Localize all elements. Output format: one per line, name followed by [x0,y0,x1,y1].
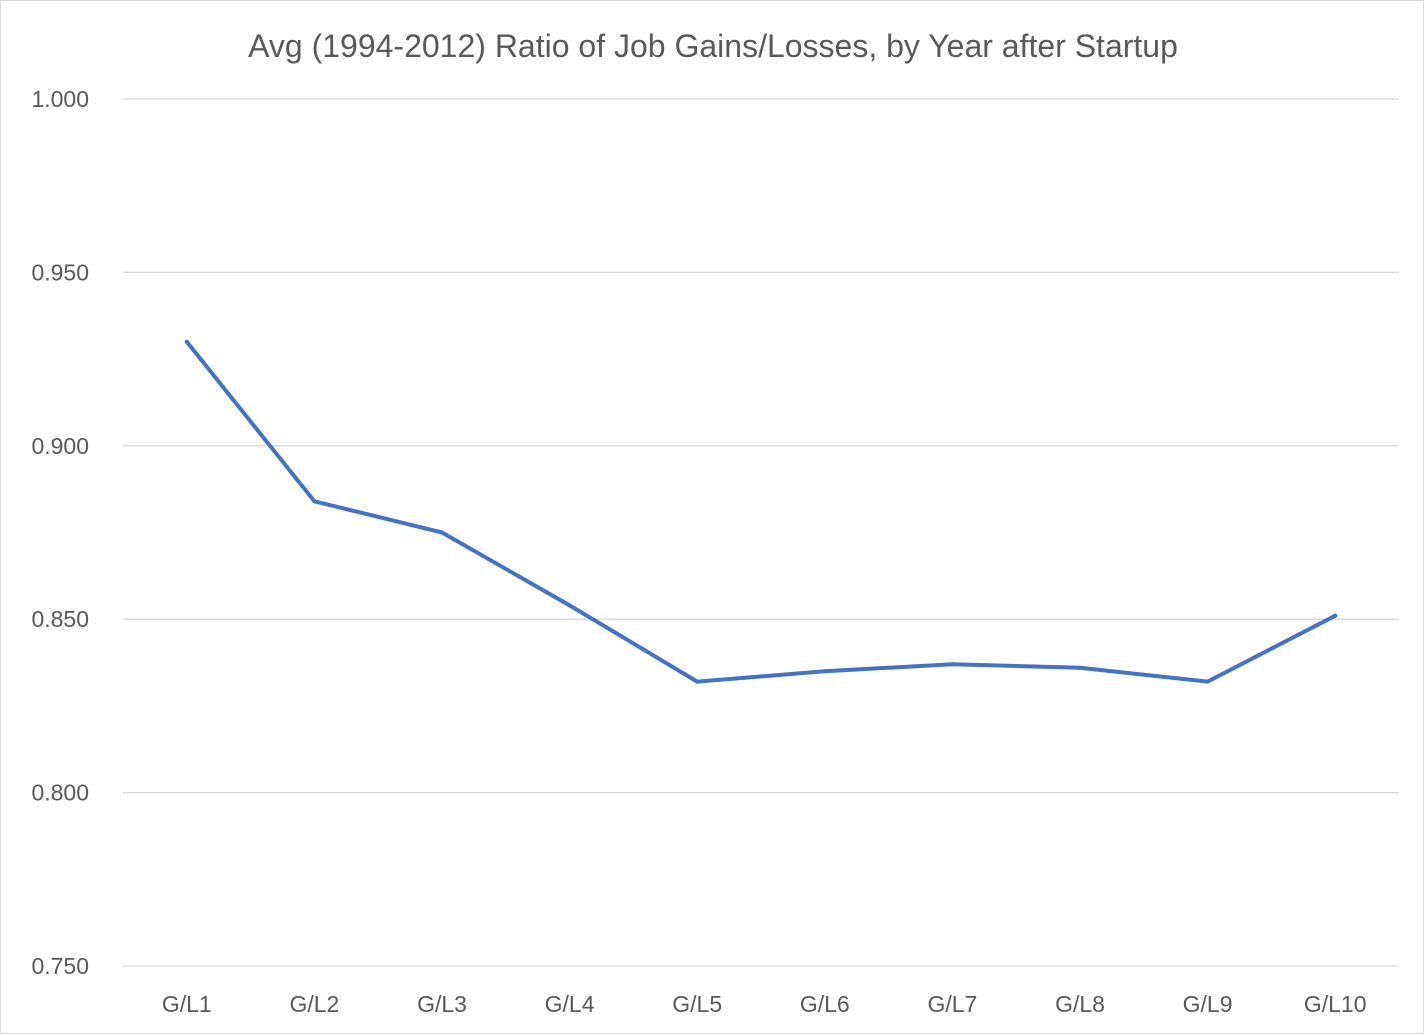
x-axis-tick-labels: G/L1 G/L2 G/L3 G/L4 G/L5 G/L6 G/L7 G/L8 G/L9 G/L1… [162,991,1367,1017]
data-point [440,530,444,535]
data-point [1333,613,1338,618]
x-tick-label: G/L10 [1304,991,1367,1017]
series-line [184,339,1338,684]
y-tick-label: 0.850 [31,606,89,632]
y-axis-tick-labels: 0.750 0.800 0.850 0.900 0.950 1.000 [31,86,89,979]
data-point [1078,665,1082,670]
x-tick-label: G/L5 [672,991,722,1017]
y-tick-label: 0.900 [31,433,89,459]
data-point [567,603,572,608]
y-tick-label: 0.750 [31,953,89,979]
x-tick-label: G/L2 [289,991,339,1017]
y-tick-label: 0.800 [31,780,89,806]
x-tick-label: G/L6 [800,991,850,1017]
x-tick-label: G/L8 [1055,991,1105,1017]
x-tick-label: G/L1 [162,991,212,1017]
x-tick-label: G/L3 [417,991,467,1017]
x-tick-label: G/L7 [927,991,977,1017]
y-tick-label: 1.000 [31,86,89,112]
data-point [1205,679,1210,684]
chart-title: Avg (1994-2012) Ratio of Job Gains/Losse… [248,28,1178,64]
data-point [950,662,955,667]
data-point [822,669,827,674]
x-tick-label: G/L4 [545,991,595,1017]
x-tick-label: G/L9 [1183,991,1233,1017]
data-point [184,339,189,344]
data-point [695,679,700,684]
data-point [312,499,317,504]
gridlines [123,98,1399,967]
y-tick-label: 0.950 [31,259,89,285]
series-layer [184,339,1338,684]
